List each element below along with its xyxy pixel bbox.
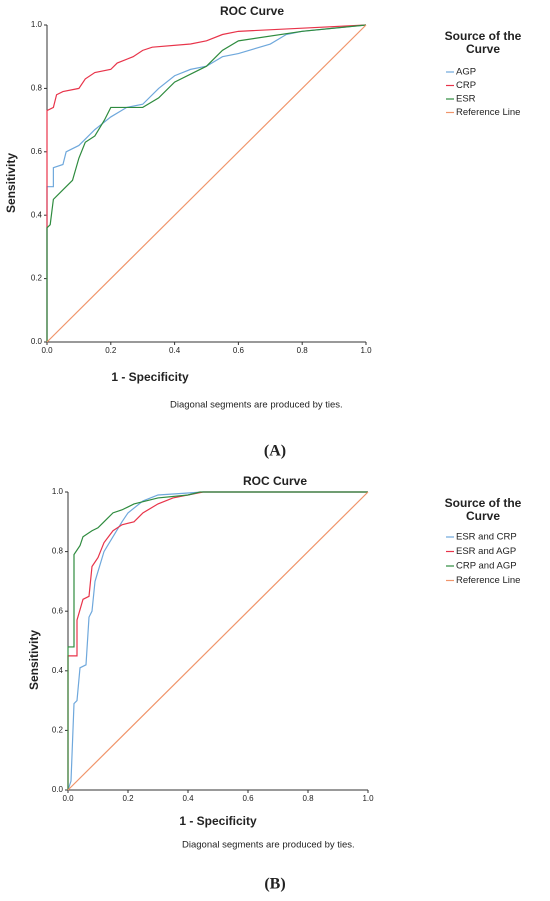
note: Diagonal segments are produced by ties. bbox=[170, 400, 343, 411]
x-tick-label: 0.4 bbox=[169, 346, 181, 355]
note: Diagonal segments are produced by ties. bbox=[182, 840, 355, 851]
chart-title: ROC Curve bbox=[243, 474, 307, 488]
chart-title: ROC Curve bbox=[220, 4, 284, 18]
x-tick-label: 0.0 bbox=[62, 794, 74, 803]
y-tick-label: 0.6 bbox=[52, 606, 64, 615]
x-tick-label: 0.4 bbox=[182, 794, 194, 803]
y-tick-label: 0.8 bbox=[52, 547, 64, 556]
legend-label: Reference Line bbox=[456, 575, 520, 586]
y-tick-label: 0.6 bbox=[31, 147, 43, 156]
x-axis-label: 1 - Specificity bbox=[179, 814, 257, 828]
legend-title: Source of the Curve bbox=[444, 29, 522, 56]
y-axis-label: Sensitivity bbox=[4, 153, 18, 213]
x-tick-label: 1.0 bbox=[360, 346, 372, 355]
roc-line bbox=[67, 491, 368, 790]
x-tick-label: 0.2 bbox=[122, 794, 134, 803]
y-tick-label: 1.0 bbox=[52, 487, 64, 496]
y-tick-label: 0.8 bbox=[31, 84, 43, 93]
roc-line bbox=[67, 491, 368, 790]
x-tick-label: 0.6 bbox=[242, 794, 254, 803]
y-tick-label: 0.0 bbox=[52, 785, 64, 794]
y-axis-label: Sensitivity bbox=[27, 630, 41, 690]
caption: (A) bbox=[264, 443, 286, 460]
legend-label: ESR bbox=[456, 94, 476, 105]
legend-title: Source of the Curve bbox=[444, 496, 522, 523]
roc-line bbox=[46, 24, 367, 342]
y-tick-label: 0.2 bbox=[52, 726, 64, 735]
caption: (B) bbox=[264, 876, 285, 893]
x-tick-label: 0.8 bbox=[297, 346, 309, 355]
roc-line bbox=[67, 491, 369, 791]
legend-label: ESR and AGP bbox=[456, 546, 516, 557]
y-tick-label: 0.4 bbox=[52, 666, 64, 675]
roc-line bbox=[46, 24, 367, 343]
legend-label: AGP bbox=[456, 67, 476, 78]
y-tick-label: 0.4 bbox=[31, 210, 43, 219]
legend-label: CRP bbox=[456, 80, 476, 91]
y-tick-label: 0.0 bbox=[31, 337, 43, 346]
roc-line bbox=[46, 24, 367, 342]
y-tick-label: 0.2 bbox=[31, 274, 43, 283]
legend-label: CRP and AGP bbox=[456, 561, 517, 572]
legend-label: Reference Line bbox=[456, 107, 520, 118]
x-tick-label: 0.8 bbox=[302, 794, 314, 803]
y-tick-label: 1.0 bbox=[31, 20, 43, 29]
legend-label: ESR and CRP bbox=[456, 532, 517, 543]
x-tick-label: 0.0 bbox=[41, 346, 53, 355]
x-tick-label: 1.0 bbox=[362, 794, 374, 803]
x-axis-label: 1 - Specificity bbox=[111, 370, 189, 384]
x-tick-label: 0.2 bbox=[105, 346, 117, 355]
roc-line bbox=[67, 491, 368, 791]
x-tick-label: 0.6 bbox=[233, 346, 245, 355]
roc-line bbox=[46, 24, 367, 342]
